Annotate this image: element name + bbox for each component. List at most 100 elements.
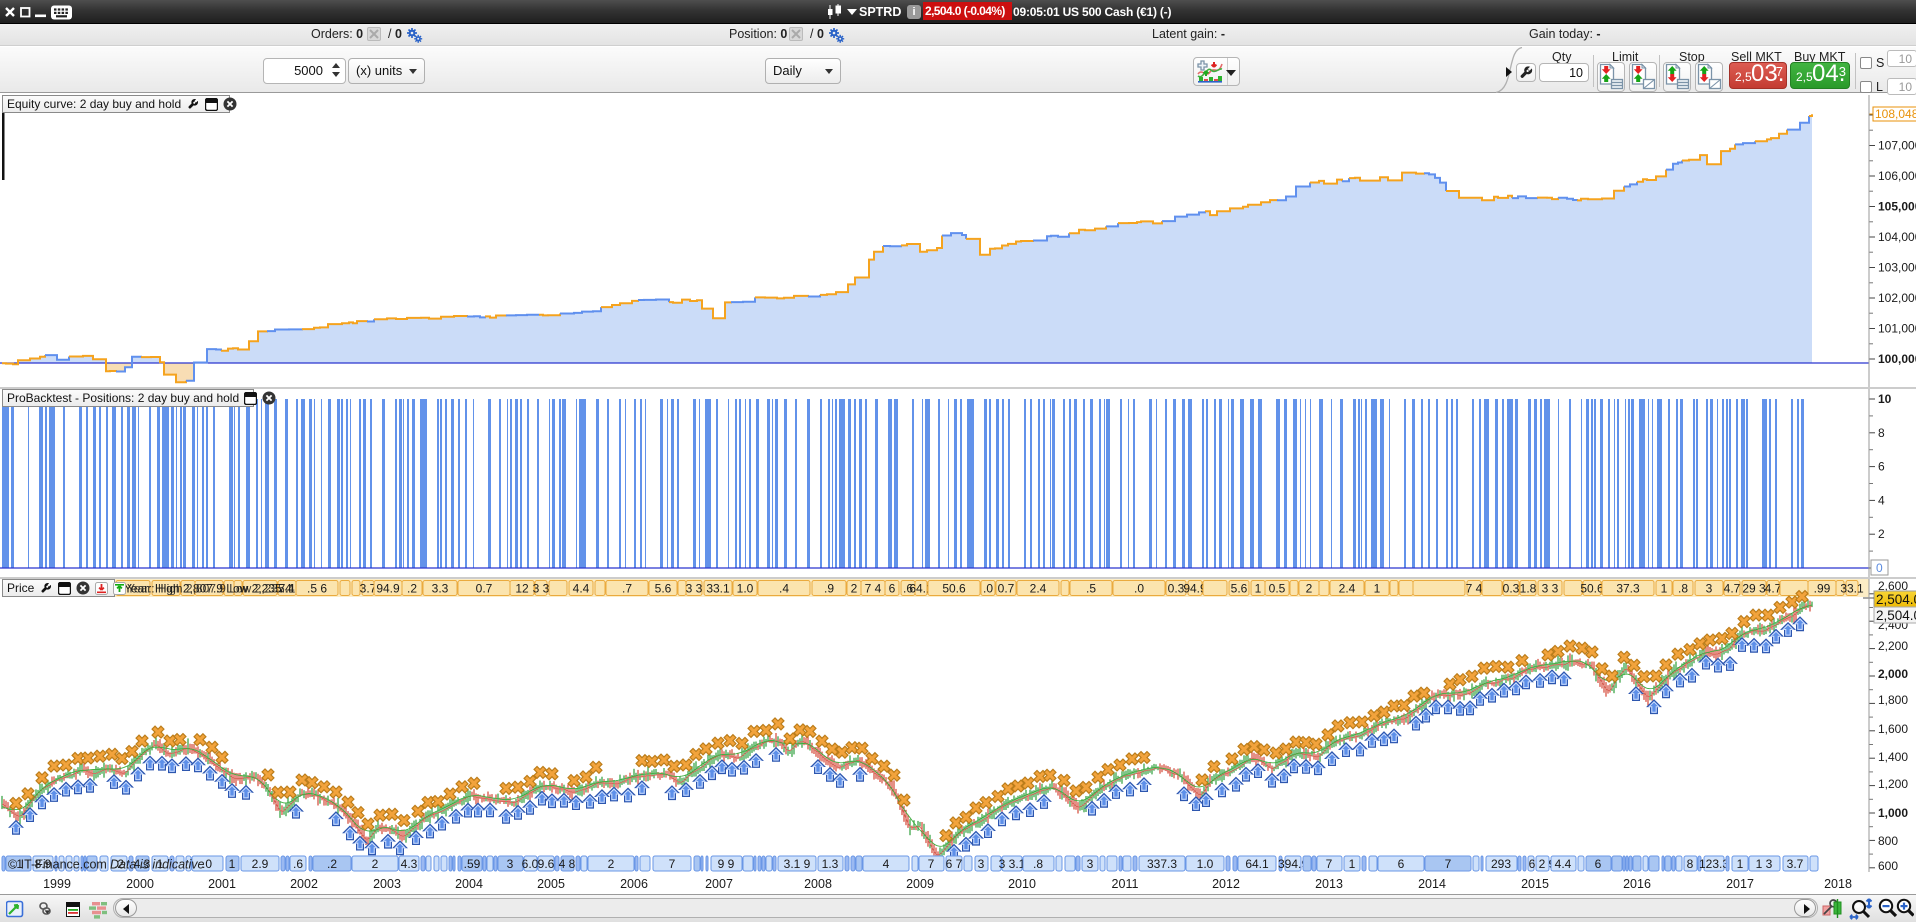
svg-text:600: 600	[1878, 859, 1898, 873]
svg-text:4: 4	[1878, 493, 1885, 507]
svg-text:3: 3	[507, 857, 514, 871]
svg-text:.1: .1	[13, 857, 23, 871]
svg-text:101,000: 101,000	[1878, 322, 1916, 336]
svg-text:64.1: 64.1	[909, 582, 933, 596]
svg-text:.0: .0	[983, 582, 993, 596]
svg-text:37.3: 37.3	[1616, 582, 1640, 596]
svg-text:1.0: 1.0	[1197, 857, 1214, 871]
svg-text:1: 1	[1255, 582, 1262, 596]
svg-text:1,600: 1,600	[1878, 722, 1908, 736]
svg-text:3 3: 3 3	[533, 582, 550, 596]
svg-text:0.7: 0.7	[998, 582, 1015, 596]
svg-text:2: 2	[851, 582, 858, 596]
svg-text:1,200: 1,200	[1878, 777, 1908, 791]
svg-text:6: 6	[1595, 857, 1602, 871]
svg-text:3.1 9: 3.1 9	[784, 857, 811, 871]
svg-text:2006: 2006	[620, 877, 648, 891]
svg-text:4.4: 4.4	[1555, 857, 1572, 871]
svg-text:Year: High 2,807.9 Low 2,235.4: Year: High 2,807.9 Low 2,235.4	[127, 582, 295, 596]
svg-text:.99: .99	[1814, 582, 1831, 596]
svg-text:2.4: 2.4	[1030, 582, 1047, 596]
svg-text:7: 7	[928, 857, 935, 871]
svg-text:4: 4	[883, 857, 890, 871]
svg-text:2011: 2011	[1112, 877, 1139, 891]
svg-text:5.6: 5.6	[1231, 582, 1248, 596]
svg-text:2: 2	[1306, 582, 1313, 596]
svg-text:107,000: 107,000	[1878, 139, 1916, 153]
svg-text:.6: .6	[903, 582, 913, 596]
svg-text:3 3.1: 3 3.1	[999, 857, 1026, 871]
svg-text:2: 2	[372, 857, 379, 871]
svg-text:© IT-Finance.com: © IT-Finance.com	[8, 858, 107, 872]
svg-text:1,400: 1,400	[1878, 750, 1908, 764]
svg-text:94.9: 94.9	[376, 582, 400, 596]
svg-text:2007: 2007	[705, 877, 733, 891]
svg-text:1999: 1999	[43, 877, 71, 891]
svg-text:394.9: 394.9	[1278, 857, 1308, 871]
svg-text:2012: 2012	[1212, 877, 1240, 891]
svg-text:.6: .6	[293, 857, 303, 871]
svg-text:2,504.0: 2,504.0	[1876, 592, 1916, 607]
svg-text:6 2 9: 6 2 9	[1529, 857, 1556, 871]
svg-text:2000: 2000	[126, 877, 154, 891]
svg-text:104,000: 104,000	[1878, 230, 1916, 244]
svg-text:2017: 2017	[1726, 877, 1754, 891]
svg-text:2: 2	[608, 857, 615, 871]
svg-text:337.3: 337.3	[1147, 857, 1177, 871]
svg-text:Year: High 2,807.9 Low 2,235.4: Year: High 2,807.9 Low 2,235.4	[124, 582, 292, 596]
svg-text:108,048: 108,048	[1875, 107, 1916, 121]
svg-text:2009: 2009	[906, 877, 934, 891]
svg-text:1: 1	[1349, 857, 1356, 871]
svg-text:2,600: 2,600	[1878, 579, 1908, 593]
svg-text:.9: .9	[824, 582, 834, 596]
svg-text:.7: .7	[622, 582, 632, 596]
svg-text:4 8: 4 8	[559, 857, 576, 871]
svg-text:0.5: 0.5	[1269, 582, 1286, 596]
svg-text:2.9: 2.9	[252, 857, 269, 871]
svg-text:29 3: 29 3	[1742, 582, 1766, 596]
svg-text:8.9: 8.9	[35, 857, 52, 871]
svg-text:1: 1	[157, 857, 164, 871]
svg-text:4.3: 4.3	[401, 857, 418, 871]
svg-text:7: 7	[1326, 857, 1333, 871]
svg-text:4.7: 4.7	[1765, 582, 1782, 596]
svg-text:50.6: 50.6	[1580, 582, 1604, 596]
svg-text:.2: .2	[407, 582, 417, 596]
svg-text:2015: 2015	[1521, 877, 1549, 891]
svg-text:2.4: 2.4	[1339, 582, 1356, 596]
svg-text:0.3: 0.3	[1503, 582, 1520, 596]
svg-text:800: 800	[1878, 834, 1898, 848]
svg-text:6: 6	[1878, 460, 1885, 474]
svg-text:.8: .8	[1033, 857, 1043, 871]
svg-text:1: 1	[229, 857, 236, 871]
svg-text:0.7: 0.7	[476, 582, 493, 596]
svg-text:7 4: 7 4	[865, 582, 882, 596]
svg-text:.0: .0	[202, 857, 212, 871]
svg-text:5.6: 5.6	[655, 582, 672, 596]
svg-text:64.1: 64.1	[1245, 857, 1269, 871]
svg-text:105,000: 105,000	[1878, 200, 1916, 214]
svg-text:94.9: 94.9	[1183, 582, 1207, 596]
svg-text:4.4: 4.4	[573, 582, 590, 596]
svg-text:2002: 2002	[290, 877, 318, 891]
svg-text:4.7: 4.7	[1724, 582, 1741, 596]
svg-text:1,800: 1,800	[1878, 693, 1908, 707]
svg-text:12: 12	[515, 582, 529, 596]
svg-text:3: 3	[1706, 582, 1713, 596]
svg-text:10: 10	[1878, 392, 1892, 406]
svg-text:1: 1	[1661, 582, 1668, 596]
svg-text:6: 6	[889, 582, 896, 596]
svg-text:.2: .2	[327, 857, 337, 871]
svg-text:2001: 2001	[208, 877, 236, 891]
svg-text:2008: 2008	[804, 877, 832, 891]
svg-text:3 3: 3 3	[1542, 582, 1559, 596]
svg-text:1 3: 1 3	[1756, 857, 1773, 871]
svg-text:3: 3	[978, 857, 985, 871]
svg-text:3.3: 3.3	[432, 582, 449, 596]
svg-text:100,000: 100,000	[1878, 352, 1916, 366]
svg-text:1.0: 1.0	[737, 582, 754, 596]
svg-text:7: 7	[1445, 857, 1452, 871]
svg-text:1: 1	[1374, 582, 1381, 596]
svg-text:3 3: 3 3	[686, 582, 703, 596]
svg-text:2013: 2013	[1315, 877, 1343, 891]
